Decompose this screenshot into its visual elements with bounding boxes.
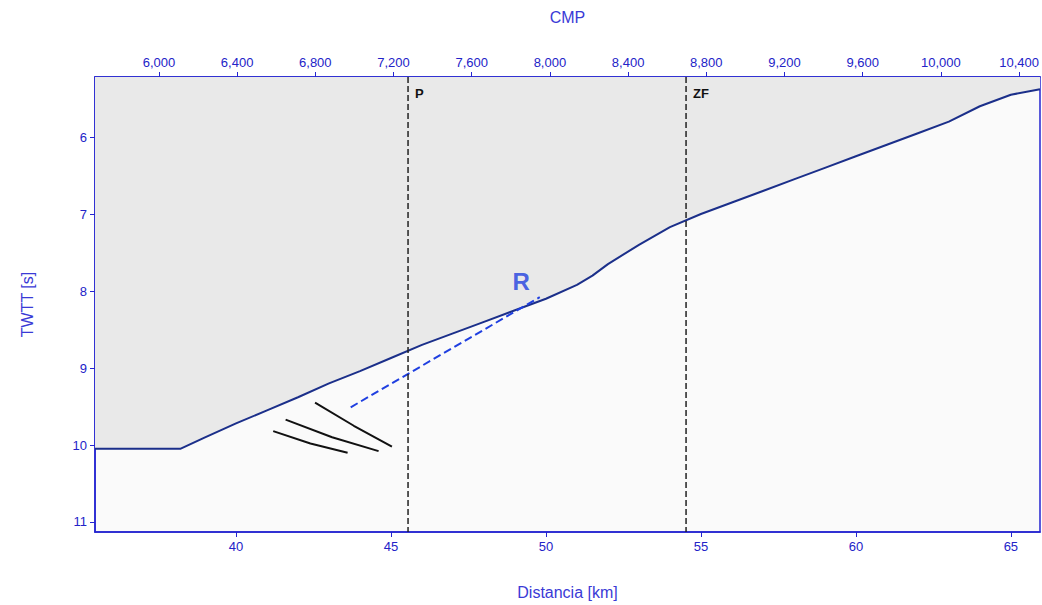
svg-text:45: 45 (384, 539, 398, 554)
svg-text:ZF: ZF (693, 86, 709, 101)
svg-text:8,800: 8,800 (690, 55, 723, 70)
svg-text:Distancia [km]: Distancia [km] (517, 584, 617, 601)
svg-text:10: 10 (73, 438, 87, 453)
svg-text:6,800: 6,800 (299, 55, 332, 70)
svg-text:10,400: 10,400 (999, 55, 1039, 70)
svg-text:9,600: 9,600 (846, 55, 879, 70)
svg-text:TWTT [s]: TWTT [s] (19, 272, 36, 337)
svg-text:8,400: 8,400 (612, 55, 645, 70)
svg-text:9,200: 9,200 (768, 55, 801, 70)
svg-text:65: 65 (1004, 539, 1018, 554)
svg-text:R: R (512, 268, 529, 295)
svg-text:7,600: 7,600 (455, 55, 488, 70)
svg-text:50: 50 (539, 539, 553, 554)
svg-text:8,000: 8,000 (534, 55, 567, 70)
svg-text:CMP: CMP (550, 9, 586, 26)
svg-text:7,200: 7,200 (377, 55, 410, 70)
svg-text:6,400: 6,400 (221, 55, 254, 70)
svg-text:7: 7 (80, 207, 87, 222)
svg-text:8: 8 (80, 284, 87, 299)
svg-text:6,000: 6,000 (143, 55, 176, 70)
svg-text:6: 6 (80, 130, 87, 145)
svg-text:60: 60 (849, 539, 863, 554)
svg-text:P: P (415, 86, 424, 101)
svg-text:40: 40 (229, 539, 243, 554)
svg-text:11: 11 (74, 514, 88, 529)
svg-text:55: 55 (694, 539, 708, 554)
svg-text:9: 9 (80, 361, 87, 376)
svg-text:10,000: 10,000 (921, 55, 961, 70)
